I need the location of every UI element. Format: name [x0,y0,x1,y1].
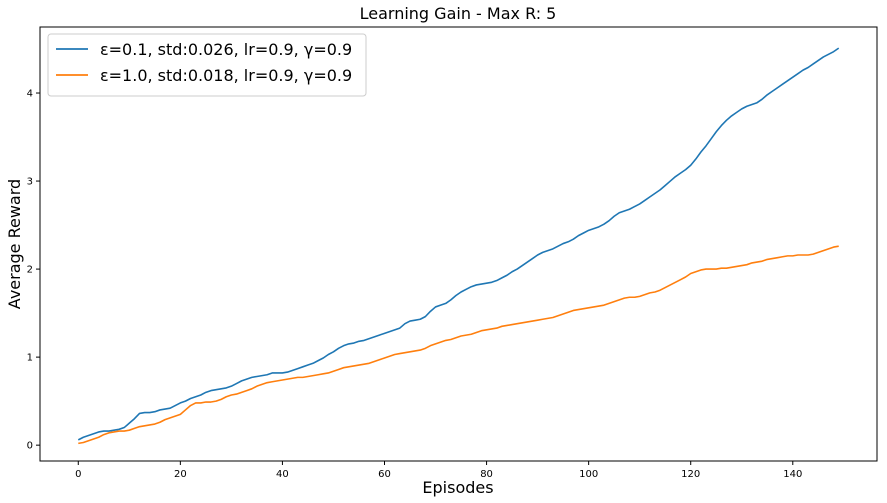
x-tick-label: 60 [378,469,391,480]
x-tick-label: 140 [783,469,802,480]
legend: ε=0.1, std:0.026, lr=0.9, γ=0.9 ε=1.0, st… [47,33,367,97]
x-axis-ticks: 0 20 40 60 80 100 120 140 [75,461,802,480]
x-tick-label: 40 [276,469,289,480]
x-axis-title: Episodes [422,478,493,497]
series-line-1 [77,47,840,441]
y-tick-label: 1 [27,353,33,364]
plot-frame [39,26,878,462]
y-tick-label: 0 [27,441,33,452]
legend-box [47,33,367,97]
y-tick-label: 4 [27,89,33,100]
x-tick-label: 0 [75,469,81,480]
legend-label-2: ε=1.0, std:0.018, lr=0.9, γ=0.9 [100,66,352,85]
series-lines [77,47,840,445]
legend-label-1: ε=0.1, std:0.026, lr=0.9, γ=0.9 [100,40,352,59]
y-tick-label: 2 [27,265,33,276]
x-tick-label: 20 [174,469,187,480]
y-axis-title: Average Reward [5,179,24,309]
x-tick-label: 120 [681,469,700,480]
x-tick-label: 80 [480,469,493,480]
chart-title: Learning Gain - Max R: 5 [360,4,557,23]
y-tick-label: 3 [27,177,33,188]
y-axis-ticks: 0 1 2 3 4 [27,89,40,452]
series-line-2 [78,245,839,445]
x-tick-label: 100 [579,469,598,480]
